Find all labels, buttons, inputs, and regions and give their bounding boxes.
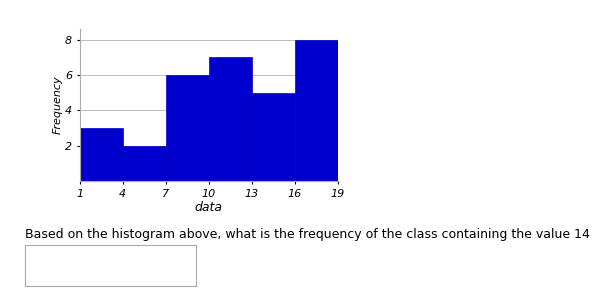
Bar — [80, 128, 123, 181]
Bar — [123, 146, 166, 181]
Bar — [166, 75, 209, 181]
Bar — [295, 40, 338, 181]
Bar — [252, 93, 295, 181]
Y-axis label: Frequency: Frequency — [52, 76, 62, 134]
Bar — [209, 58, 252, 181]
X-axis label: data: data — [195, 201, 223, 214]
Text: Based on the histogram above, what is the frequency of the class containing the : Based on the histogram above, what is th… — [25, 228, 589, 241]
